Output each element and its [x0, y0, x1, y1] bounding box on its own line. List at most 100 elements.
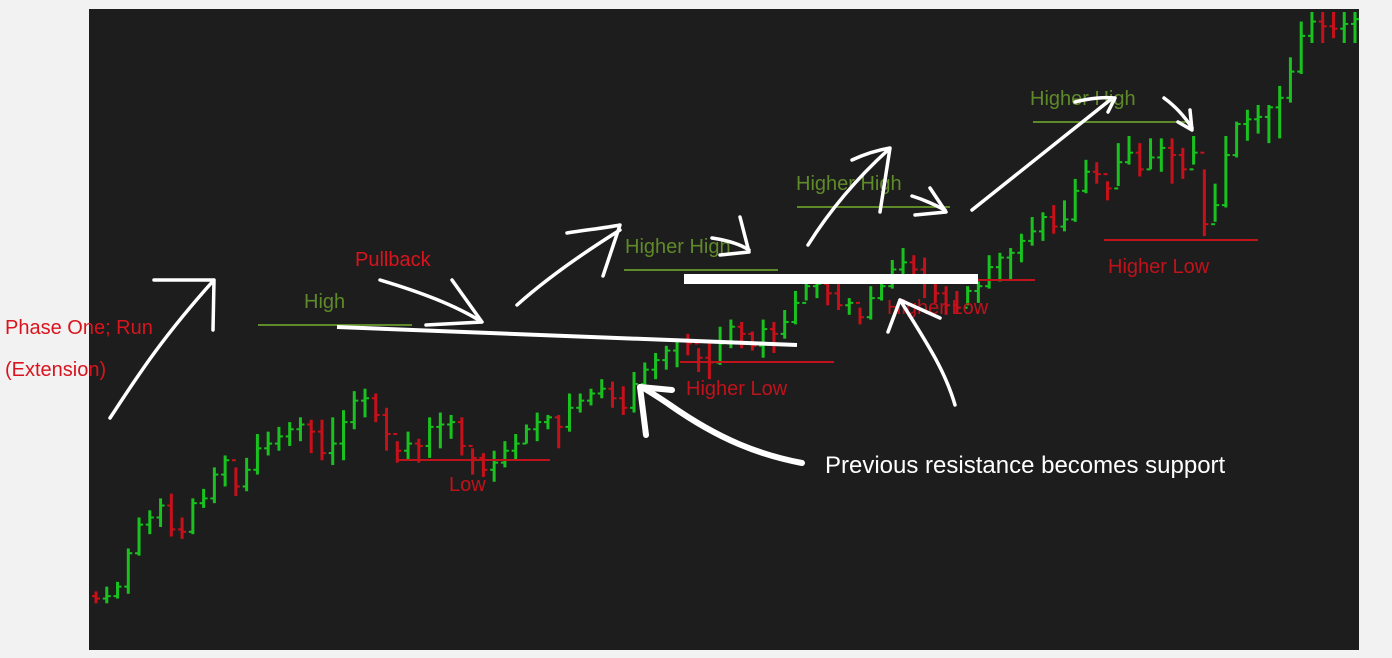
small-arrow-1	[710, 215, 751, 257]
ohlc-bar	[1318, 12, 1327, 43]
support-arrow-right	[886, 298, 957, 407]
ohlc-bar	[899, 248, 908, 277]
hand-drawn-annotations: Pullback Previous resistance becomes sup…	[108, 95, 1226, 479]
ohlc-bar	[468, 444, 477, 475]
level-label-higher-low-3: Higher Low	[1108, 256, 1210, 278]
pullback-arrow	[378, 278, 484, 327]
ohlc-bar	[447, 414, 456, 439]
ohlc-bar	[1329, 12, 1338, 39]
ohlc-bar	[1125, 135, 1134, 165]
ohlc-bar	[500, 441, 509, 468]
ohlc-bar	[780, 310, 789, 339]
ohlc-bar	[522, 424, 531, 445]
ohlc-bar	[791, 290, 800, 325]
ohlc-bar	[414, 438, 423, 463]
ohlc-bar	[1071, 178, 1080, 222]
ohlc-bar	[371, 393, 380, 423]
ohlc-bar	[404, 431, 413, 461]
level-label-higher-low-1: Higher Low	[686, 378, 788, 400]
level-label-higher-low-2: Higher Low	[887, 297, 989, 319]
ohlc-bar	[264, 431, 273, 456]
ohlc-bar	[1135, 143, 1144, 177]
ohlc-bar	[145, 510, 154, 535]
ohlc-bar	[1200, 151, 1209, 237]
ohlc-bar	[866, 286, 875, 320]
ohlc-bar	[586, 388, 595, 406]
ohlc-bar	[113, 581, 122, 599]
ohlc-bar	[1254, 104, 1263, 134]
ohlc-bar	[963, 286, 972, 309]
ohlc-bar	[167, 493, 176, 537]
ohlc-bar	[1232, 121, 1241, 158]
ohlc-bar	[576, 393, 585, 413]
up-arrow-1	[515, 223, 622, 307]
ohlc-bar	[974, 281, 983, 303]
ohlc-bar	[307, 419, 316, 454]
ohlc-bar	[490, 450, 499, 482]
ohlc-bar	[759, 319, 768, 358]
trendline-lower	[336, 325, 798, 347]
ohlc-bar	[178, 517, 187, 539]
ohlc-bar	[511, 434, 520, 461]
up-arrow-2	[806, 146, 892, 247]
ohlc-bar	[1006, 248, 1015, 280]
ohlc-bar	[1189, 135, 1198, 171]
ohlc-bar	[1146, 138, 1155, 171]
ohlc-bar	[188, 498, 197, 535]
ohlc-bar	[1092, 162, 1101, 184]
ohlc-bar	[1038, 212, 1047, 241]
ohlc-bar	[630, 372, 639, 413]
ohlc-bar	[231, 459, 240, 497]
ohlc-bar	[1340, 12, 1349, 43]
ohlc-bar	[1028, 217, 1037, 246]
run-arrow	[108, 278, 216, 420]
ohlc-bar	[1243, 109, 1252, 141]
ohlc-bar	[425, 417, 434, 458]
ohlc-bar	[350, 391, 359, 430]
level-label-higher-high-1: Higher High	[625, 236, 731, 258]
ohlc-bar	[479, 453, 488, 477]
ohlc-bar	[296, 417, 305, 442]
ohlc-bar	[221, 455, 230, 487]
ohlc-bar	[845, 298, 854, 315]
ohlc-bar	[748, 331, 757, 351]
ohlc-bar	[1103, 173, 1112, 201]
ohlc-bar	[242, 457, 251, 492]
ohlc-bar	[1211, 183, 1220, 226]
ohlc-bar	[619, 386, 628, 415]
ohlc-bar	[1114, 143, 1123, 190]
ohlc-bar	[662, 345, 671, 370]
ohlc-bar	[135, 517, 144, 556]
ohlc-bar	[995, 252, 1004, 282]
ohlc-bar	[92, 591, 100, 604]
small-arrow-2	[910, 186, 948, 217]
ohlc-bar	[834, 281, 843, 311]
support-arrow-left	[637, 384, 805, 466]
ohlc-bar	[274, 426, 283, 451]
ohlc-bar	[210, 467, 219, 504]
ohlc-bar	[952, 290, 961, 313]
ohlc-bar	[156, 498, 165, 528]
ohlc-bar	[1168, 138, 1177, 184]
ohlc-bar	[361, 388, 370, 418]
ohlc-bar	[1178, 147, 1187, 179]
ohlc-bar	[102, 586, 111, 604]
ohlc-bar	[124, 548, 133, 594]
ohlc-bar	[565, 393, 574, 432]
ohlc-bar	[942, 286, 951, 315]
phase-label-line1: Phase One; Run	[5, 317, 153, 339]
ohlc-bar	[1286, 57, 1295, 103]
small-arrow-3	[1162, 96, 1194, 132]
phase-label-line2: (Extension)	[5, 359, 106, 381]
ohlc-bar	[1275, 85, 1284, 139]
ohlc-bar	[608, 381, 617, 408]
ohlc-bar	[339, 410, 348, 461]
ohlc-bar	[1017, 233, 1026, 263]
ohlc-bar	[597, 379, 606, 399]
ohlc-bar	[382, 407, 391, 451]
ohlc-bar	[1157, 138, 1166, 172]
level-label-low: Low	[449, 474, 486, 496]
ohlc-bar	[436, 412, 445, 449]
ohlc-bar	[1264, 104, 1273, 144]
support-note: Previous resistance becomes support	[825, 452, 1226, 479]
